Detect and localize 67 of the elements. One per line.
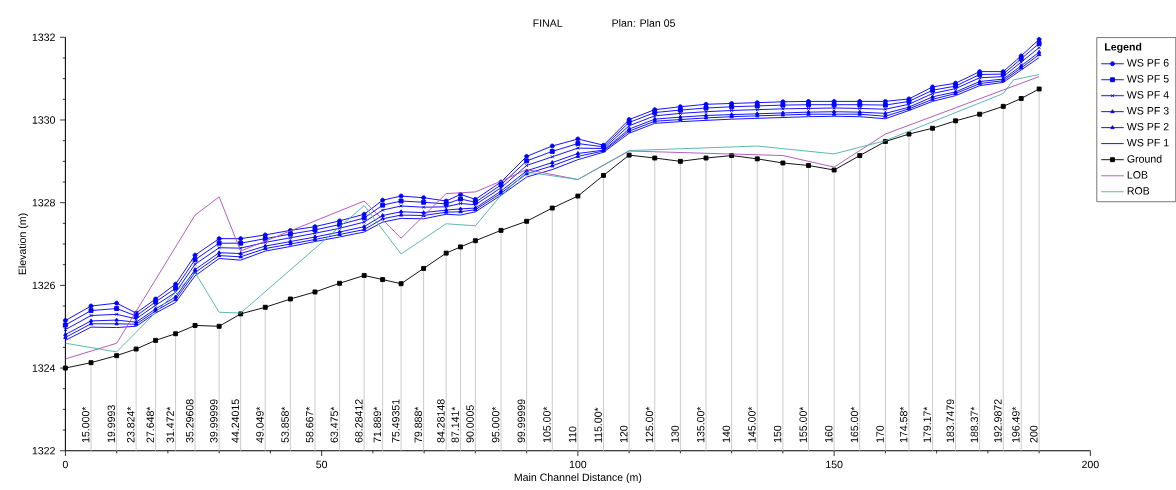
x-tick-label: 0 (62, 460, 68, 468)
legend-label: ROB (1127, 186, 1150, 195)
annotation: 49.049* (256, 406, 264, 443)
annotation: 95.000* (491, 406, 500, 443)
legend-label: Ground (1127, 154, 1162, 163)
y-tick-label: 1332 (32, 33, 55, 41)
annotation: 15.000* (81, 406, 90, 442)
annotation: 110 (568, 426, 577, 442)
annotation: 192.9872 (994, 399, 1002, 442)
annotation: 44.24015 (231, 399, 240, 443)
annotation: 99.99999 (517, 399, 526, 443)
annotation: 105.00* (543, 406, 551, 442)
y-tick-label: 1324 (32, 364, 56, 372)
annotation: 58.667* (305, 406, 314, 443)
annotation: 183.7479 (946, 399, 955, 442)
annotation: 120 (620, 425, 628, 442)
annotation: 135.00* (696, 406, 705, 442)
annotation: 150 (773, 425, 782, 442)
y-tick-label: 1322 (32, 446, 55, 455)
annotation: 27.648* (146, 406, 154, 443)
chart-title: FINAL (533, 19, 563, 27)
annotation: 130 (671, 425, 679, 442)
legend-label: LOB (1127, 170, 1148, 179)
legend-label: WS PF 3 (1126, 106, 1169, 115)
annotation: 145.00* (748, 406, 756, 442)
y-tick-label: 1328 (32, 198, 55, 207)
y-tick-label: 1330 (32, 116, 56, 124)
chart-subtitle: Plan: Plan 05 (612, 18, 675, 27)
annotation: 174.58* (899, 406, 908, 442)
annotation: 68.28412 (355, 399, 363, 443)
annotation: 35.29608 (185, 399, 194, 443)
annotation: 115.00* (594, 407, 602, 442)
annotation: 53.858* (281, 406, 289, 443)
annotation: 31.472* (166, 406, 174, 443)
annotation: 140 (722, 425, 731, 442)
annotation: 155.00* (799, 406, 807, 442)
annotation: 79.888* (414, 406, 423, 443)
annotation: 196.49* (1012, 406, 1020, 442)
x-tick-label: 200 (1082, 460, 1099, 468)
legend-label: WS PF 1 (1126, 138, 1169, 147)
annotation: 90.0005 (466, 405, 474, 443)
annotation: 23.824* (127, 406, 135, 443)
annotation: 165.00* (850, 406, 859, 442)
legend-label: WS PF 6 (1126, 58, 1169, 67)
y-tick-label: 1326 (32, 281, 55, 289)
annotation: 87.141* (451, 406, 459, 443)
annotation: 63.475* (330, 406, 338, 443)
annotation: 39.99999 (210, 399, 218, 443)
y-axis-title: Elevation (m) (18, 213, 29, 275)
annotation: 188.37* (970, 406, 979, 442)
annotation: 75.49351 (392, 399, 400, 443)
x-tick-label: 150 (826, 460, 843, 468)
legend-title: Legend (1105, 42, 1142, 53)
annotation: 71.889* (373, 406, 382, 443)
annotation: 200 (1030, 425, 1038, 443)
annotation: 84.28148 (437, 399, 445, 443)
annotation: 179.17* (923, 406, 931, 442)
x-axis-title: Main Channel Distance (m) (514, 473, 642, 483)
x-tick-label: 100 (569, 460, 587, 468)
annotation: 125.00* (645, 406, 654, 442)
annotation: 170 (876, 425, 884, 442)
legend-label: WS PF 2 (1126, 122, 1169, 131)
legend-label: WS PF 4 (1126, 90, 1169, 99)
annotation: 160 (825, 425, 833, 442)
x-tick-label: 50 (316, 460, 328, 468)
annotation: 19.9993 (107, 405, 116, 442)
legend-label: WS PF 5 (1126, 74, 1169, 83)
